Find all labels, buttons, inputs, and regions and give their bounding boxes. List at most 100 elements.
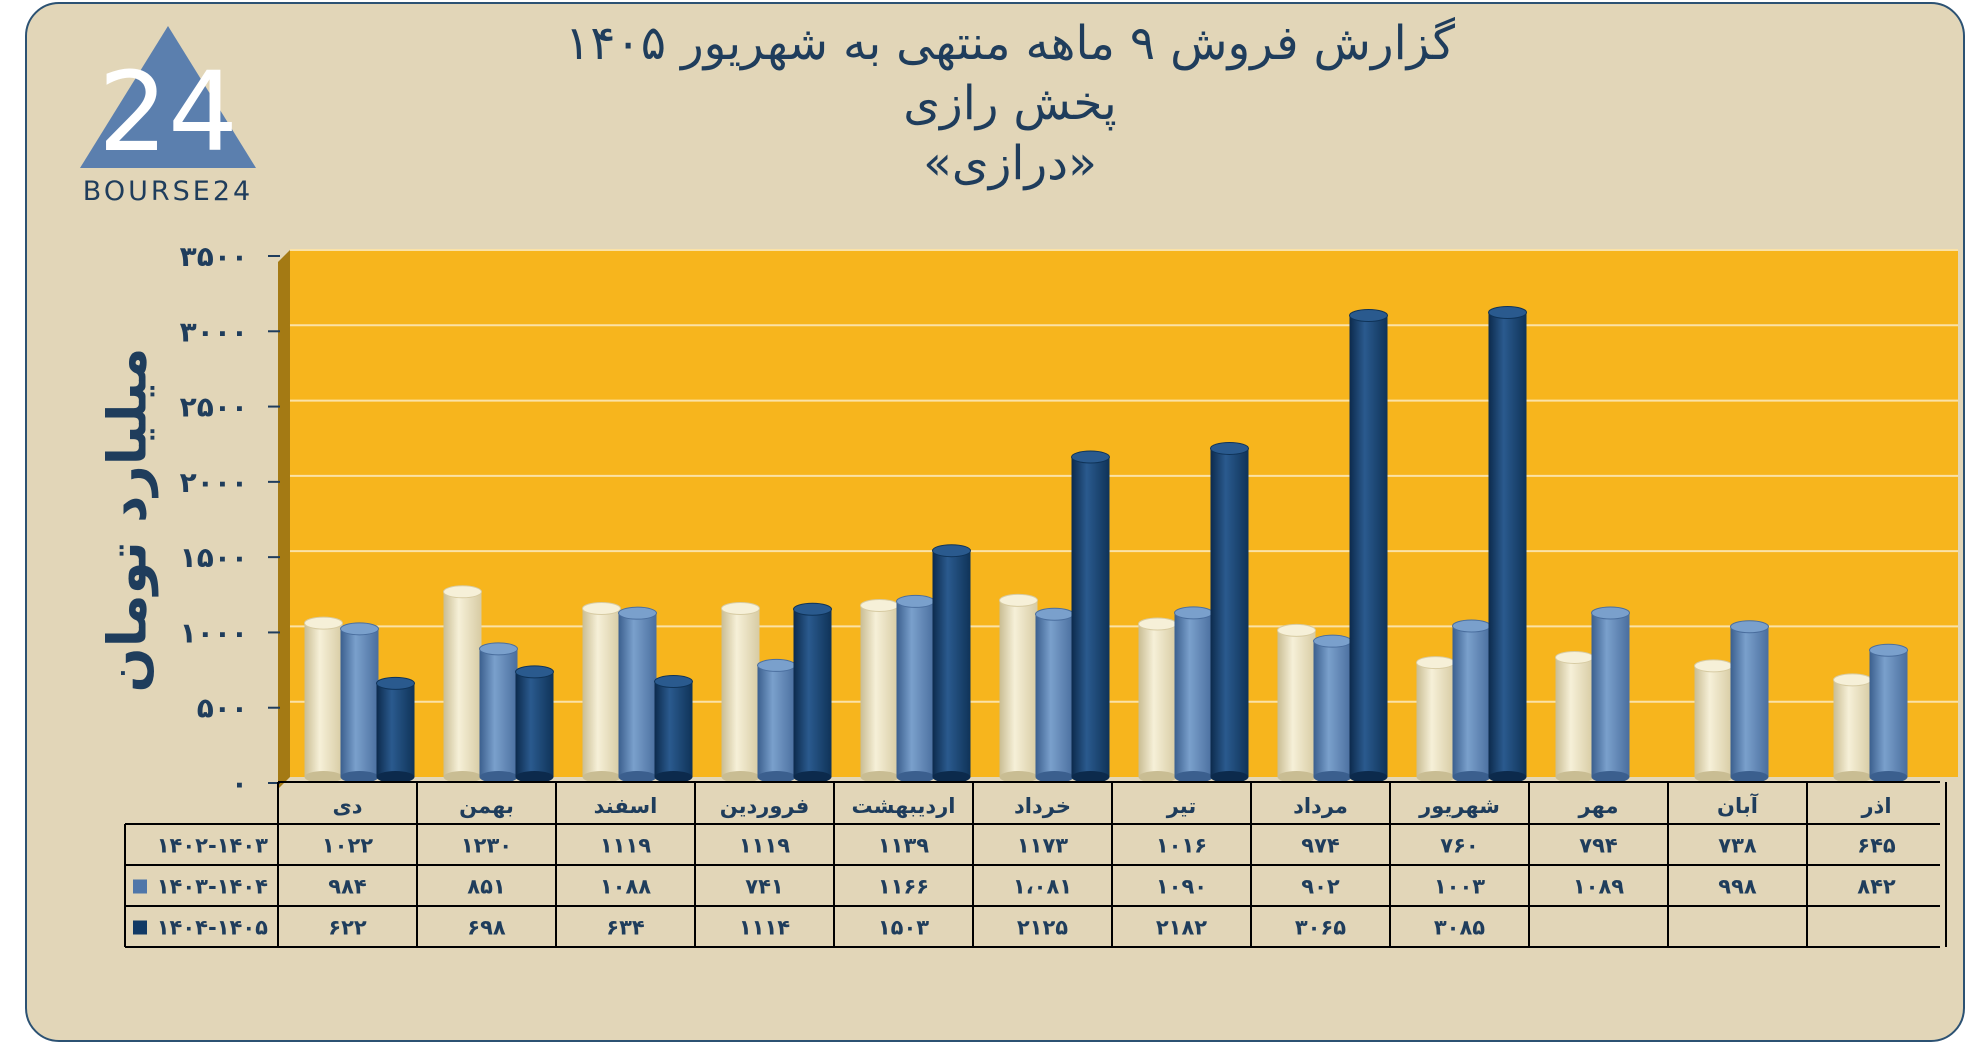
data-label: ۱۵۰۳ — [878, 916, 929, 940]
data-label: ۱۱۳۹ — [878, 834, 929, 858]
data-label: ۱۱۱۴ — [739, 916, 790, 940]
bar-cap — [582, 602, 621, 616]
bar-base — [1488, 771, 1527, 783]
category-label: آبان — [1717, 793, 1759, 818]
data-label: ۳۰۶۵ — [1295, 916, 1346, 940]
bar-base — [515, 771, 554, 783]
bar — [654, 681, 693, 777]
bar-base — [618, 771, 657, 783]
y-tick-label: ۰ — [231, 767, 248, 800]
bar-base — [1174, 771, 1213, 783]
bar — [304, 623, 343, 777]
bar — [1349, 315, 1388, 777]
series-name: ۱۴۰۴-۱۴۰۵ — [157, 916, 268, 940]
bar-cap — [896, 594, 935, 608]
category-label: بهمن — [459, 794, 514, 818]
bar-base — [1138, 771, 1177, 783]
data-label: ۸۴۲ — [1857, 875, 1896, 899]
category-label: مرداد — [1293, 794, 1348, 818]
bar-cap — [860, 598, 899, 612]
bar — [1174, 612, 1213, 777]
bar-cap — [999, 593, 1038, 607]
data-label: ۲۱۲۵ — [1017, 916, 1068, 940]
bar-base — [1416, 771, 1455, 783]
bar — [1730, 626, 1769, 777]
bar-cap — [1869, 643, 1908, 657]
title-line-3: «درازی» — [923, 136, 1097, 191]
bar-base — [1277, 771, 1316, 783]
category-label: شهریور — [1418, 794, 1500, 818]
bar — [721, 608, 760, 777]
data-label: ۹۹۸ — [1718, 875, 1757, 899]
category-label: اذر — [1860, 794, 1891, 818]
bar-base — [304, 771, 343, 783]
bar-base — [999, 771, 1038, 783]
bar-base — [1210, 771, 1249, 783]
bar-base — [1313, 771, 1352, 783]
series-name: ۱۴۰۳-۱۴۰۴ — [157, 875, 268, 899]
bar — [793, 609, 832, 777]
legend-swatch — [133, 920, 147, 935]
category-label: اسفند — [594, 794, 658, 818]
data-label: ۷۶۰ — [1440, 834, 1478, 858]
plot-area — [290, 250, 1958, 777]
data-label: ۲۱۸۲ — [1156, 916, 1207, 940]
bar-base — [721, 771, 760, 783]
y-tick-label: ۵۰۰ — [197, 692, 248, 725]
bar-cap — [1730, 620, 1769, 634]
bar-base — [654, 771, 693, 783]
data-label: ۶۳۴ — [606, 916, 645, 940]
data-label: ۹۸۴ — [328, 875, 367, 899]
bar-cap — [515, 665, 554, 679]
data-label: ۸۵۱ — [467, 875, 505, 899]
bar-cap — [1210, 441, 1249, 455]
category-label: دی — [332, 794, 362, 818]
data-label: ۱۰۲۲ — [322, 834, 373, 858]
bar-base — [1452, 771, 1491, 783]
svg-text:24: 24 — [98, 48, 238, 176]
bar-base — [860, 771, 899, 783]
data-label: ۱۰۹۰ — [1156, 875, 1207, 899]
category-label: اردیبهشت — [852, 794, 956, 818]
series-name: ۱۴۰۲-۱۴۰۳ — [157, 834, 268, 858]
data-label: ۶۹۸ — [467, 916, 506, 940]
bar-base — [1555, 771, 1594, 783]
bar — [582, 608, 621, 777]
bar-cap — [479, 642, 518, 656]
bar-base — [757, 771, 796, 783]
bar-cap — [1833, 673, 1872, 687]
bar-base — [443, 771, 482, 783]
bar — [1416, 662, 1455, 777]
bar — [896, 601, 935, 777]
bar-cap — [618, 606, 657, 620]
bar — [1869, 650, 1908, 777]
bar-base — [1694, 771, 1733, 783]
data-label: ۱۰۱۶ — [1156, 834, 1207, 858]
bar-cap — [1591, 606, 1630, 620]
bar-cap — [654, 675, 693, 689]
bar-base — [376, 771, 415, 783]
data-label: ۱۱۶۶ — [878, 875, 929, 899]
bar-cap — [1071, 450, 1110, 464]
bar — [1833, 679, 1872, 777]
bar — [340, 628, 379, 777]
bar — [1035, 614, 1074, 777]
bar-cap — [1452, 619, 1491, 633]
legend-swatch — [133, 879, 147, 894]
bar-cap — [721, 602, 760, 616]
bar — [1488, 312, 1527, 777]
bar-base — [932, 771, 971, 783]
bar-base — [582, 771, 621, 783]
bar-cap — [1313, 634, 1352, 648]
bar-cap — [304, 616, 343, 630]
bar — [1138, 624, 1177, 777]
y-tick-label: ۱۵۰۰ — [180, 541, 248, 574]
category-label: فروردین — [720, 794, 810, 818]
data-label: ۷۹۴ — [1579, 834, 1618, 858]
data-label: ۱۰۸۸ — [600, 875, 651, 899]
bar-base — [1833, 771, 1872, 783]
data-label: ۱۱۷۳ — [1017, 834, 1068, 858]
bourse24-logo: 24 — [68, 24, 268, 214]
bar — [1313, 641, 1352, 777]
title-line-1: گزارش فروش ۹ ماهه منتهی به شهریور ۱۴۰۵ — [565, 16, 1455, 71]
